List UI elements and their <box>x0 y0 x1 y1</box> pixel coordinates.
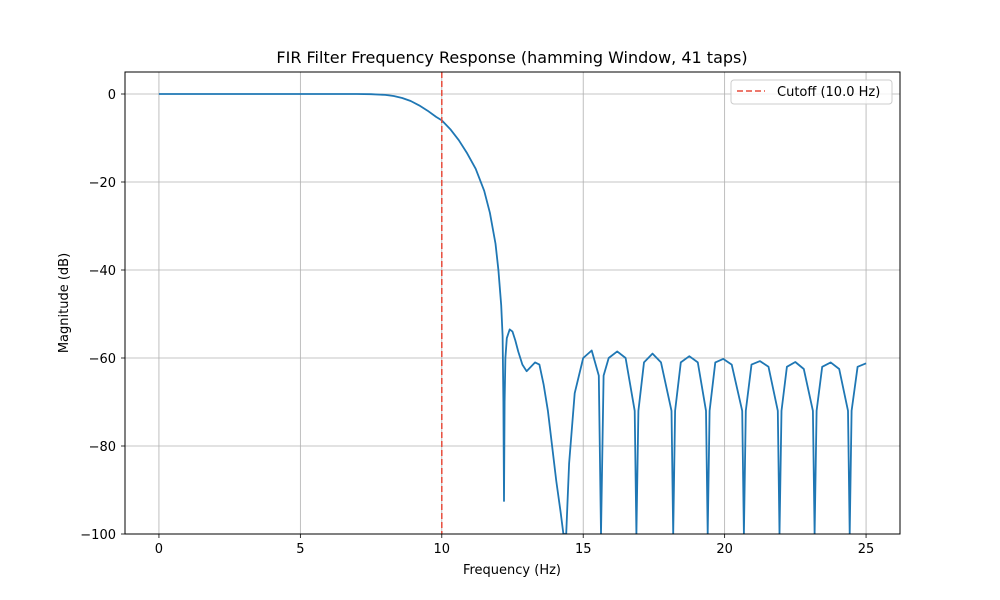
x-axis-label: Frequency (Hz) <box>463 563 561 578</box>
x-axis: 0 5 10 15 20 25 <box>155 534 875 557</box>
y-axis-label: Magnitude (dB) <box>57 253 72 353</box>
legend: Cutoff (10.0 Hz) <box>730 79 893 105</box>
x-tick-label: 5 <box>296 542 304 557</box>
y-tick-label: 0 <box>108 88 116 103</box>
x-tick-label: 25 <box>858 542 875 557</box>
x-tick-label: 15 <box>575 542 592 557</box>
x-tick-label: 0 <box>155 542 163 557</box>
legend-label-cutoff: Cutoff (10.0 Hz) <box>777 85 880 100</box>
y-tick-label: −100 <box>80 528 116 543</box>
x-tick-label: 10 <box>434 542 451 557</box>
y-axis: 0 −20 −40 −60 −80 −100 <box>80 88 125 543</box>
y-tick-label: −40 <box>89 264 116 279</box>
axes-frame <box>124 71 901 535</box>
y-tick-label: −20 <box>89 176 116 191</box>
magnitude-response-line <box>158 93 867 534</box>
x-tick-label: 20 <box>716 542 733 557</box>
y-tick-label: −80 <box>89 440 116 455</box>
chart-title: FIR Filter Frequency Response (hamming W… <box>276 48 747 67</box>
plot-area <box>158 72 867 534</box>
y-tick-label: −60 <box>89 352 116 367</box>
legend-box <box>730 79 893 105</box>
